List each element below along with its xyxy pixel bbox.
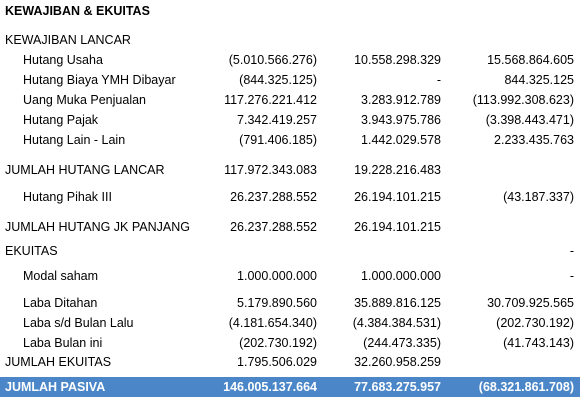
value-col-2: 26.194.101.215 (354, 190, 441, 204)
value-col-1: 146.005.137.664 (223, 380, 317, 394)
value-col-1: (791.406.185) (239, 133, 317, 147)
value-col-3: (41.743.143) (503, 336, 574, 350)
value-col-2: (244.473.335) (363, 336, 441, 350)
table-row-jumlah-pasiva: JUMLAH PASIVA 146.005.137.664 77.683.275… (0, 377, 580, 397)
value-col-1: 1.795.506.029 (237, 355, 317, 369)
row-label: JUMLAH EKUITAS (5, 355, 112, 369)
row-label: Hutang Lain - Lain (23, 133, 126, 147)
row-label: JUMLAH HUTANG LANCAR (5, 163, 165, 177)
value-col-3: - (569, 269, 574, 283)
value-col-1: 7.342.419.257 (237, 113, 317, 127)
table-row-jumlah-hutang-jk: JUMLAH HUTANG JK PANJANG 26.237.288.552 … (0, 217, 580, 237)
value-col-3: (68.321.861.708) (478, 380, 574, 394)
value-col-1: (4.181.654.340) (228, 316, 317, 330)
value-col-2: 19.228.216.483 (354, 163, 441, 177)
value-col-1: 26.237.288.552 (230, 220, 317, 234)
row-label: JUMLAH HUTANG JK PANJANG (5, 220, 190, 234)
value-col-2: 77.683.275.957 (354, 380, 441, 394)
table-row-laba-ditahan: Laba Ditahan 5.179.890.560 35.889.816.12… (0, 293, 580, 313)
row-label: Laba s/d Bulan Lalu (23, 316, 134, 330)
section-header-ekuitas: EKUITAS - (0, 241, 580, 261)
value-col-1: 1.000.000.000 (237, 269, 317, 283)
value-col-1: (5.010.566.276) (228, 53, 317, 67)
value-col-3: (43.187.337) (503, 190, 574, 204)
value-col-3: (202.730.192) (496, 316, 574, 330)
section-header-kewajiban-lancar: KEWAJIBAN LANCAR (0, 30, 580, 50)
value-col-2: 35.889.816.125 (354, 296, 441, 310)
value-col-2: 10.558.298.329 (354, 53, 441, 67)
section-label: EKUITAS (5, 244, 58, 258)
report-title: KEWAJIBAN & EKUITAS (5, 4, 150, 18)
value-col-3: 2.233.435.763 (494, 133, 574, 147)
table-row-hutang-usaha: Hutang Usaha (5.010.566.276) 10.558.298.… (0, 50, 580, 70)
value-col-2: (4.384.384.531) (352, 316, 441, 330)
value-col-1: 117.276.221.412 (224, 93, 317, 107)
row-label: Laba Bulan ini (23, 336, 103, 350)
value-col-1: (202.730.192) (239, 336, 317, 350)
row-label: Modal saham (23, 269, 99, 283)
value-col-3: 30.709.925.565 (487, 296, 574, 310)
table-row-modal-saham: Modal saham 1.000.000.000 1.000.000.000 … (0, 266, 580, 286)
row-label: Hutang Usaha (23, 53, 103, 67)
value-col-1: (844.325.125) (239, 73, 317, 87)
value-col-2: 3.943.975.786 (361, 113, 441, 127)
value-col-2: 1.442.029.578 (361, 133, 441, 147)
value-col-1: 5.179.890.560 (237, 296, 317, 310)
value-col-2: 26.194.101.215 (354, 220, 441, 234)
row-label: Hutang Biaya YMH Dibayar (23, 73, 176, 87)
row-label: Hutang Pihak III (23, 190, 112, 204)
table-row-uang-muka: Uang Muka Penjualan 117.276.221.412 3.28… (0, 90, 580, 110)
value-col-3: (113.992.308.623) (472, 93, 574, 107)
value-col-1: 117.972.343.083 (224, 163, 317, 177)
value-col-2: 32.260.958.259 (354, 355, 441, 369)
value-col-2: 3.283.912.789 (361, 93, 441, 107)
table-row-hutang-pihak-iii: Hutang Pihak III 26.237.288.552 26.194.1… (0, 187, 580, 207)
row-label: Uang Muka Penjualan (23, 93, 146, 107)
value-col-3: (3.398.443.471) (485, 113, 574, 127)
row-label: JUMLAH PASIVA (5, 380, 106, 394)
value-col-1: 26.237.288.552 (230, 190, 317, 204)
row-label: Laba Ditahan (23, 296, 98, 310)
value-col-2: - (436, 73, 441, 87)
row-label: Hutang Pajak (23, 113, 99, 127)
table-row-hutang-lain: Hutang Lain - Lain (791.406.185) 1.442.0… (0, 130, 580, 150)
table-row-hutang-biaya: Hutang Biaya YMH Dibayar (844.325.125) -… (0, 70, 580, 90)
value-col-3: 844.325.125 (504, 73, 574, 87)
value-col-3: 15.568.864.605 (487, 53, 574, 67)
table-row-hutang-pajak: Hutang Pajak 7.342.419.257 3.943.975.786… (0, 110, 580, 130)
table-row-jumlah-hutang-lancar: JUMLAH HUTANG LANCAR 117.972.343.083 19.… (0, 160, 580, 180)
table-row-jumlah-ekuitas: JUMLAH EKUITAS 1.795.506.029 32.260.958.… (0, 352, 580, 372)
value-col-2: 1.000.000.000 (361, 269, 441, 283)
section-label: KEWAJIBAN LANCAR (5, 33, 131, 47)
value-col-3: - (569, 244, 574, 258)
table-row-laba-sd-bulan-lalu: Laba s/d Bulan Lalu (4.181.654.340) (4.3… (0, 313, 580, 333)
table-row-laba-bulan-ini: Laba Bulan ini (202.730.192) (244.473.33… (0, 333, 580, 353)
